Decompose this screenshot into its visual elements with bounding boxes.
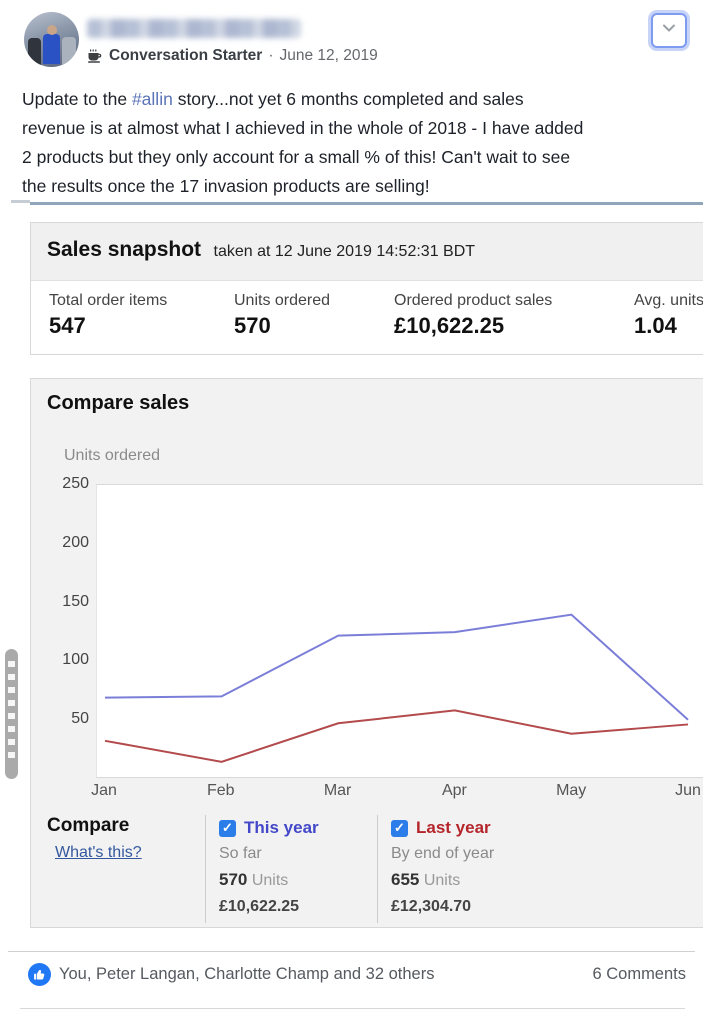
y-tick-label: 250 [62, 475, 89, 492]
legend-divider [205, 815, 206, 923]
y-axis: 50 100 150 200 250 [45, 475, 89, 778]
legend-last-year: ✓ Last year By end of year 655 Units £12… [391, 815, 549, 923]
footer-divider [8, 951, 695, 952]
legend-units: 570 Units [219, 867, 377, 894]
post-text-line: the results once the 17 invasion product… [22, 176, 430, 196]
compare-sales-panel: Compare sales Units ordered 50 100 150 200 2… [30, 378, 703, 928]
stat-avg-units: Avg. units 1.04 [634, 292, 703, 339]
y-tick-label: 100 [62, 651, 89, 669]
avatar-figure-head [47, 25, 57, 35]
post-footer: You, Peter Langan, Charlotte Champ and 3… [28, 963, 686, 986]
legend-label: This year [244, 818, 319, 837]
sales-snapshot-panel: Sales snapshot taken at 12 June 2019 14:… [30, 222, 703, 355]
avatar[interactable] [24, 12, 79, 67]
this-year-checkbox[interactable]: ✓ [219, 819, 236, 837]
sales-snapshot-subtitle: taken at 12 June 2019 14:52:31 BDT [213, 243, 476, 260]
post-text-segment: story...not yet 6 months completed and s… [172, 89, 524, 109]
x-tick-label: Apr [441, 782, 467, 799]
conversation-starter-badge-icon [87, 48, 103, 64]
snapshot-stats-row: Total order items 547 Units ordered 570 … [31, 281, 703, 339]
post-date: June 12, 2019 [279, 47, 378, 64]
post-text-line: revenue is at almost what I achieved in … [22, 118, 584, 138]
legend-sub: So far [219, 845, 262, 862]
chevron-down-icon [661, 20, 677, 41]
stat-units-ordered: Units ordered 570 [234, 292, 394, 339]
compare-sales-title: Compare sales [47, 392, 190, 414]
whats-this-link[interactable]: What's this? [55, 844, 142, 861]
screenshot-top-border [30, 202, 703, 205]
post-meta: Conversation Starter · June 12, 2019 [87, 47, 378, 65]
legend-amount: £12,304.70 [391, 898, 472, 915]
post-text-segment: Update to the [22, 89, 132, 109]
x-axis: Jan Feb Mar Apr May Jun [91, 782, 703, 804]
chart-legend: Compare What's this? ✓ This year So far … [47, 815, 549, 923]
legend-sub: By end of year [391, 845, 495, 862]
post-text: Update to the #allin story...not yet 6 m… [22, 85, 690, 201]
stat-label: Total order items [49, 292, 168, 309]
sales-snapshot-title: Sales snapshot [47, 238, 202, 261]
screenshot-edge-fragment [11, 200, 30, 203]
legend-label: Last year [416, 818, 491, 837]
legend-units-value: 655 [391, 870, 420, 889]
legend-compare-column: Compare What's this? [47, 815, 205, 923]
legend-units: 655 Units [391, 867, 549, 894]
legend-this-year: ✓ This year So far 570 Units £10,622.25 [219, 815, 377, 923]
stat-total-order-items: Total order items 547 [49, 292, 234, 339]
stat-label: Units ordered [234, 292, 331, 309]
post-options-button[interactable] [651, 13, 687, 48]
reaction-summary[interactable]: You, Peter Langan, Charlotte Champ and 3… [59, 965, 435, 983]
x-tick-label: Mar [323, 782, 352, 799]
legend-units-word: Units [251, 872, 289, 889]
y-tick-label: 150 [62, 592, 89, 610]
post-text-line: Update to the #allin story...not yet 6 m… [22, 85, 690, 114]
y-tick-label: 200 [62, 533, 89, 551]
y-tick-label: 50 [71, 710, 89, 728]
avatar-figure [28, 38, 41, 67]
x-tick-label: Jan [91, 782, 117, 799]
avatar-figure [43, 34, 60, 64]
legend-units-word: Units [423, 872, 461, 889]
last-year-checkbox[interactable]: ✓ [391, 819, 408, 837]
meta-separator: · [268, 47, 274, 64]
sales-snapshot-header: Sales snapshot taken at 12 June 2019 14:… [31, 223, 703, 281]
legend-amount: £10,622.25 [219, 898, 300, 915]
comments-count[interactable]: 6 Comments [592, 965, 686, 983]
author-name-redacted[interactable] [87, 19, 301, 38]
compare-sales-line-chart [104, 613, 689, 763]
x-tick-label: Feb [207, 782, 235, 799]
compare-label: Compare [47, 815, 130, 836]
x-tick-label: May [556, 782, 587, 799]
stat-value: 570 [234, 313, 271, 338]
feedback-side-tab[interactable] [5, 649, 18, 779]
stat-ordered-product-sales: Ordered product sales £10,622.25 [394, 292, 634, 339]
chart-y-axis-label: Units ordered [64, 447, 161, 464]
footer-divider [20, 1008, 685, 1009]
legend-divider [377, 815, 378, 923]
stat-label: Avg. units [634, 292, 703, 309]
x-tick-label: Jun [675, 782, 701, 799]
badge-label: Conversation Starter [109, 47, 263, 64]
like-icon[interactable] [28, 963, 51, 986]
avatar-figure [62, 37, 76, 67]
stat-value: £10,622.25 [394, 313, 505, 338]
stat-value: 547 [49, 313, 86, 338]
plot-area [96, 484, 703, 778]
post-text-line: 2 products but they only account for a s… [22, 147, 571, 167]
legend-units-value: 570 [219, 870, 248, 889]
stat-label: Ordered product sales [394, 292, 553, 309]
hashtag-link[interactable]: #allin [131, 89, 173, 109]
stat-value: 1.04 [634, 313, 677, 338]
